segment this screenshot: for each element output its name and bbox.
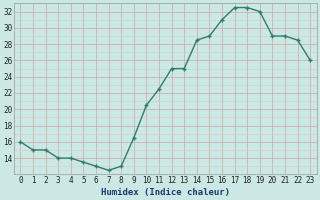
X-axis label: Humidex (Indice chaleur): Humidex (Indice chaleur) <box>101 188 230 197</box>
